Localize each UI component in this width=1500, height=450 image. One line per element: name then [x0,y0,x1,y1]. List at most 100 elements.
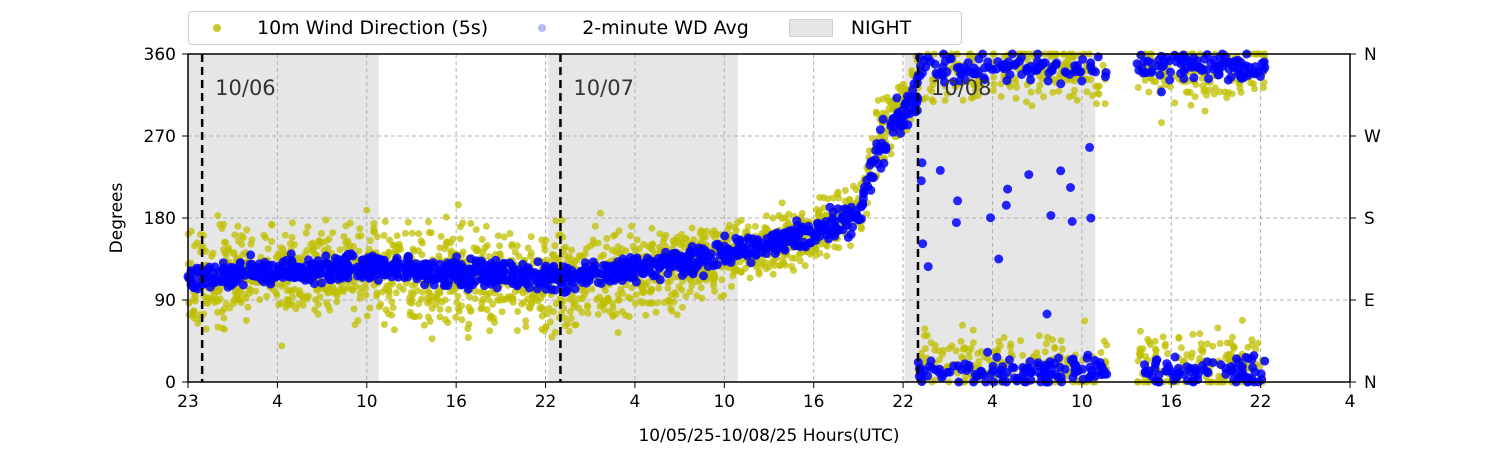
wd-avg-point [1214,61,1224,70]
wind-direction-point [873,110,881,118]
wind-direction-point [426,289,433,297]
wind-direction-point [373,233,381,241]
wd-avg-point [926,356,936,366]
wd-avg-point [799,237,809,247]
wind-direction-point [845,196,853,204]
wind-direction-point [509,298,517,306]
wind-direction-point [396,283,404,290]
wind-direction-point [718,276,726,284]
wind-direction-point [551,328,559,336]
wind-direction-point [459,219,467,227]
y-tick-label: 0 [165,373,176,393]
wind-direction-point [534,297,542,305]
wind-direction-point [221,238,228,246]
wind-direction-point [483,290,491,298]
wind-direction-point [1136,327,1144,335]
wd-avg-point [779,228,789,238]
wd-avg-point [1241,61,1251,71]
wind-direction-point [185,311,193,319]
wind-direction-point [454,292,462,300]
wind-direction-point [603,243,610,251]
wind-direction-point [1238,316,1246,324]
wind-direction-point [678,286,686,294]
wd-avg-point [301,267,311,276]
right-tick-label: W [1364,127,1381,147]
wd-avg-point [848,222,858,232]
legend-item-night: NIGHT [788,17,911,39]
wind-direction-point [969,339,977,347]
wind-direction-point [349,286,357,294]
wd-avg-point [804,221,814,231]
legend-marker-blue [538,24,547,32]
wd-avg-point [1176,68,1186,78]
wd-avg-point [886,121,896,131]
wd-avg-point [1099,369,1109,379]
wind-direction-point [438,298,446,306]
wd-avg-point [308,259,318,269]
wind-direction-point [732,227,740,235]
wd-avg-point [371,256,381,266]
wd-avg-point [720,231,730,241]
wind-direction-point [948,342,956,350]
wind-direction-point [546,318,554,326]
wind-direction-point [1055,87,1063,95]
wind-direction-point [849,182,857,190]
x-tick-label: 10 [356,392,378,412]
wind-direction-point [711,233,719,241]
wd-avg-point [1045,357,1055,367]
wind-direction-point [561,251,568,259]
wind-direction-point [556,231,564,238]
wind-direction-point [280,249,288,257]
wd-avg-point [498,260,508,270]
wind-direction-point [413,287,421,295]
wind-direction-point [1065,93,1073,101]
wind-direction-point [333,298,341,306]
legend-item-wind-direction: 10m Wind Direction (5s) [213,17,488,39]
wind-direction-point [841,187,849,194]
wind-direction-point [941,96,949,104]
wd-avg-point [669,261,679,271]
wd-avg-point [628,262,638,272]
wd-avg-point [1199,365,1209,375]
wind-direction-point [763,212,770,220]
wind-direction-point [527,249,535,257]
wd-avg-point [613,271,623,281]
wd-avg-point [1025,68,1035,78]
wind-direction-point [479,304,486,312]
x-tick-label: 4 [272,392,283,412]
wd-avg-point [346,265,356,275]
wind-direction-point [191,242,198,250]
wd-avg-point [246,250,256,260]
wind-direction-point [1151,337,1159,345]
wd-avg-point [1051,369,1061,379]
wind-direction-point [857,223,865,231]
wind-direction-point [456,235,464,243]
wind-direction-point [295,254,303,262]
wind-direction-point [734,219,742,227]
wd-avg-point [810,232,820,242]
wind-direction-point [1012,94,1020,102]
wd-avg-point [348,251,358,261]
wd-avg-point [951,218,961,228]
wind-direction-point [969,326,977,334]
wind-direction-point [1093,100,1100,108]
wind-direction-point [314,300,322,308]
wd-avg-point [896,128,905,138]
wd-avg-point [532,284,542,294]
wind-direction-point [769,270,777,278]
wd-avg-point [353,262,362,272]
wind-direction-point [489,300,496,308]
wind-direction-point [1028,102,1036,110]
wd-avg-point [1185,363,1195,373]
wd-avg-point [363,253,373,263]
y-tick-label: 90 [154,291,176,311]
wind-direction-point [1000,334,1008,341]
wind-direction-point [1087,76,1095,84]
wd-avg-point [768,243,778,253]
wd-avg-point [569,277,579,287]
wd-avg-point [435,271,444,281]
wind-direction-point [220,245,228,253]
wd-avg-point [246,270,255,280]
wd-avg-point [471,276,480,286]
wind-direction-point [1036,81,1044,89]
